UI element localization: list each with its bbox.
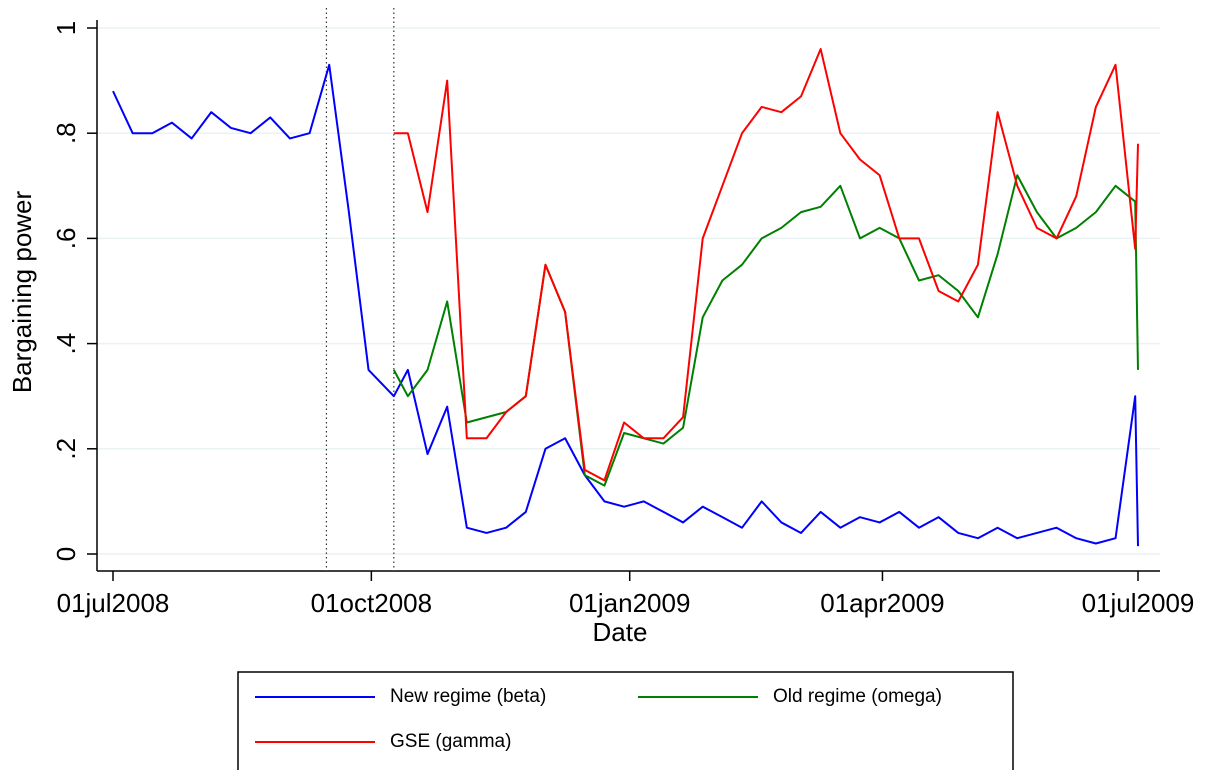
x-tick-label: 01apr2009	[820, 588, 944, 618]
y-tick-label: .2	[51, 438, 81, 460]
y-tick-label: .8	[51, 122, 81, 144]
series-line	[112, 63, 1139, 547]
y-tick-label: .6	[51, 228, 81, 250]
y-tick-label: .4	[51, 333, 81, 355]
legend-label: Old regime (omega)	[773, 686, 942, 707]
x-tick-label: 01jul2009	[1082, 588, 1195, 618]
y-tick-label: 1	[51, 21, 81, 35]
series-line	[393, 48, 1139, 482]
x-tick-label: 01oct2008	[311, 588, 432, 618]
legend-box	[237, 671, 1014, 770]
x-axis-label: Date	[593, 617, 648, 647]
legend-label: New regime (beta)	[390, 686, 546, 707]
y-axis-label: Bargaining power	[7, 190, 37, 393]
legend-label: GSE (gamma)	[390, 731, 511, 752]
x-tick-label: 01jul2008	[57, 588, 170, 618]
x-tick-label: 01jan2009	[569, 588, 690, 618]
y-tick-label: 0	[51, 547, 81, 561]
